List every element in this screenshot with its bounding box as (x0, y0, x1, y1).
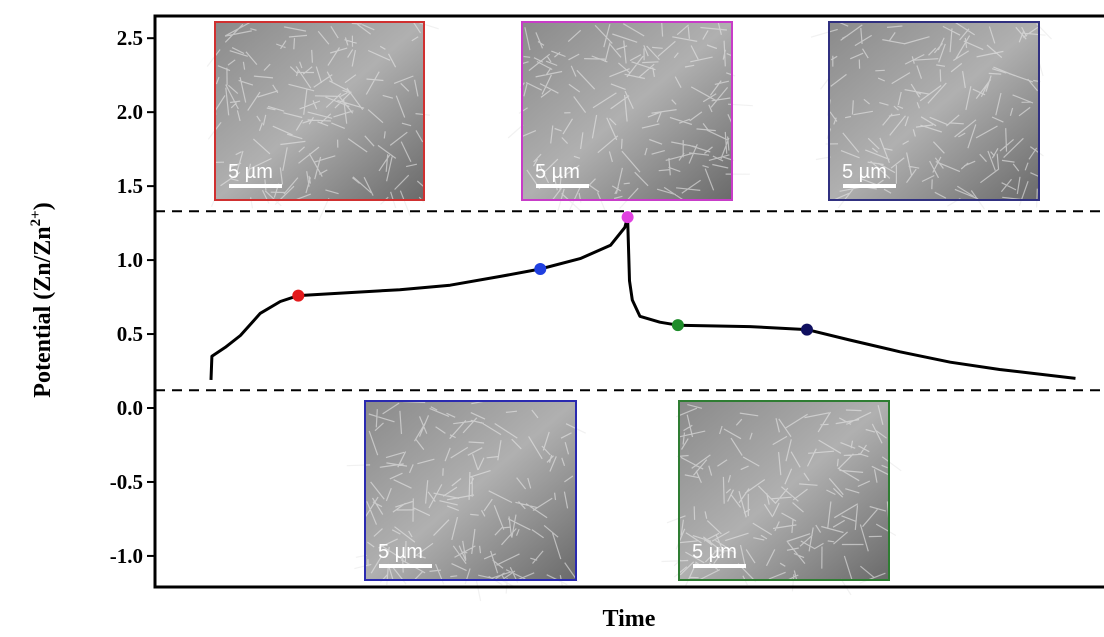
y-label-end: ) (30, 202, 56, 210)
marker (622, 211, 634, 223)
scale-label: 5 µm (692, 541, 737, 563)
line (211, 217, 1076, 380)
inset: 5 µm (811, 22, 1052, 209)
inset: 5 µm (508, 22, 753, 212)
chart: Time Potential (Zn/Zn2+) 5 µm 5 µm 5 µm 5 µ… (0, 0, 1104, 637)
y-label-main: Potential (Zn/Zn (30, 226, 56, 397)
y-tick-label: 1.0 (117, 248, 143, 272)
marker (801, 324, 813, 336)
y-tick-label: 2.5 (117, 26, 143, 50)
inset: 5 µm (662, 401, 902, 595)
marker (672, 319, 684, 331)
y-tick-label: -0.5 (110, 470, 143, 494)
scale-label: 5 µm (228, 161, 273, 183)
inset: 5 µm (207, 22, 439, 220)
y-label-sup: 2+ (28, 210, 44, 226)
y-tick-label: 2.0 (117, 100, 143, 124)
y-tick-label: 0.0 (117, 396, 143, 420)
marker (534, 263, 546, 275)
scale-label: 5 µm (842, 161, 887, 183)
y-tick-label: 0.5 (117, 322, 143, 346)
inset: 5 µm (347, 401, 586, 601)
y-axis-label: Potential (Zn/Zn2+) (28, 202, 56, 397)
x-axis-label: Time (603, 606, 656, 632)
scale-label: 5 µm (535, 161, 580, 183)
y-tick-label: 1.5 (117, 174, 143, 198)
scale-label: 5 µm (378, 541, 423, 563)
y-tick-label: -1.0 (110, 544, 143, 568)
marker (292, 290, 304, 302)
